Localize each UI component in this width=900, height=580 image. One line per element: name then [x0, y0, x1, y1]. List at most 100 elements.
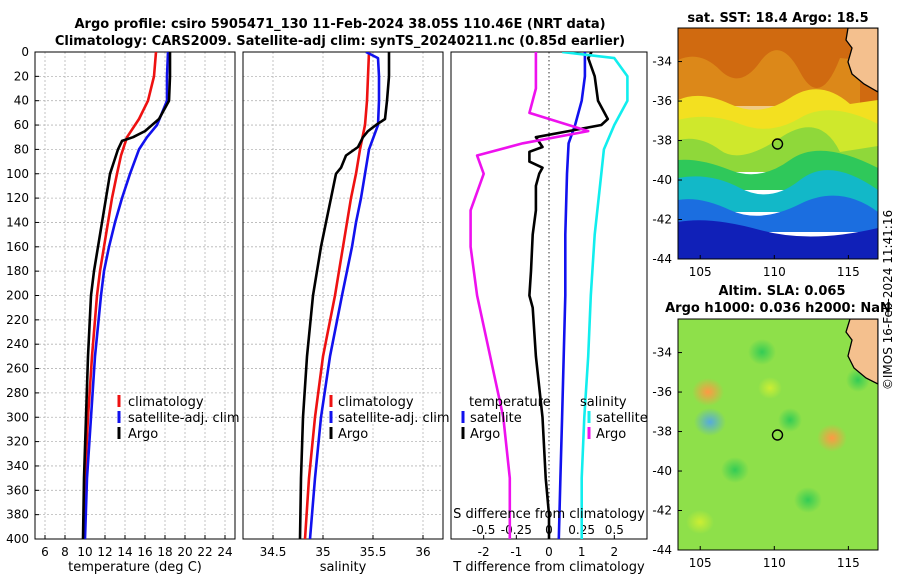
salinity-legend: climatology satellite-adj. clim Argo	[329, 395, 450, 442]
temperature-axes: 6 8 10 12 14 16 18 20 22 240204060801001201401601…	[6, 45, 236, 559]
difference-x2label: S difference from climatology	[453, 507, 645, 522]
y-tick-label: 200	[6, 289, 29, 303]
x2-tick-label: 0.5	[605, 523, 624, 537]
map-x-tick-label: 115	[837, 265, 860, 279]
y-tick-label: 220	[6, 313, 29, 327]
figure-title-line2: Climatology: CARS2009. Satellite-adj cli…	[55, 34, 625, 49]
sst-map-frame	[677, 27, 879, 260]
legend-label-climatology: climatology	[128, 395, 204, 410]
x2-tick-label: -0.5	[472, 523, 495, 537]
y-tick-label: 80	[14, 142, 29, 156]
legend-label-argo: Argo	[338, 427, 368, 442]
y-tick-label: 360	[6, 483, 29, 497]
coastline	[845, 28, 878, 93]
difference-xlabel: T difference from climatology	[452, 560, 645, 575]
sla-anomaly	[692, 378, 724, 406]
map-y-tick-label: -44	[652, 252, 672, 266]
x-tick-label: -2	[478, 545, 490, 559]
legend-label-satellite: satellite-adj. clim	[338, 411, 450, 426]
sla-anomaly	[748, 339, 776, 365]
sla-map-frame	[677, 318, 879, 551]
y-tick-label: 160	[6, 240, 29, 254]
map-y-tick-label: -36	[652, 94, 672, 108]
map-y-tick-label: -34	[652, 346, 672, 360]
sla-anomaly	[758, 377, 782, 399]
map-y-tick-label: -38	[652, 134, 672, 148]
y-tick-label: 180	[6, 264, 29, 278]
y-tick-label: 400	[6, 532, 29, 546]
x-tick-label: 35.5	[360, 545, 387, 559]
x-tick-label: 22	[197, 545, 212, 559]
sla-anomaly	[686, 510, 714, 534]
y-tick-label: 120	[6, 191, 29, 205]
map-x-tick-label: 110	[763, 265, 786, 279]
sla-anomaly	[817, 424, 847, 452]
plot-frame	[242, 51, 444, 540]
x-tick-label: 18	[157, 545, 172, 559]
y-tick-label: 140	[6, 215, 29, 229]
y-tick-label: 280	[6, 386, 29, 400]
legend-label-climatology: climatology	[338, 395, 414, 410]
x-tick-label: 6	[41, 545, 49, 559]
map-y-tick-label: -36	[652, 385, 672, 399]
salinity-xlabel: salinity	[320, 560, 367, 575]
series-line-s-argo	[469, 52, 590, 539]
legend-title-salinity: salinity	[580, 395, 627, 410]
y-tick-label: 300	[6, 410, 29, 424]
salinity-axes: 34.5 35 35.5 36	[242, 51, 444, 559]
argo-position-marker	[771, 138, 784, 150]
legend-label-satellite: satellite-adj. clim	[128, 411, 240, 426]
series-group	[469, 52, 629, 539]
x-tick-label: 8	[61, 545, 69, 559]
sst-map-title: sat. SST: 18.4 Argo: 18.5	[687, 11, 868, 26]
sst-band	[678, 220, 878, 259]
map-x-tick-label: 105	[689, 556, 712, 570]
series-line-s-satellite	[561, 52, 629, 539]
series-line-argo	[298, 52, 391, 539]
sst-map-axes: 105 110 115 -34 -36 -38 -40 -42 -44	[652, 55, 859, 279]
temperature-legend: climatology satellite-adj. clim Argo	[117, 395, 240, 442]
sla-anomaly	[794, 487, 822, 513]
series-line-argo	[81, 52, 172, 539]
map-y-tick-label: -40	[652, 173, 672, 187]
sla-anomaly	[778, 408, 802, 432]
map-x-tick-label: 110	[763, 556, 786, 570]
legend-label-t-satellite: satellite	[470, 411, 522, 426]
x-tick-label: 35	[315, 545, 330, 559]
y-tick-label: 380	[6, 508, 29, 522]
x-tick-label: 34.5	[260, 545, 287, 559]
y-tick-label: 20	[14, 69, 29, 83]
y-tick-label: 320	[6, 435, 29, 449]
legend-title-temperature: temperature	[469, 395, 551, 410]
legend-label-argo: Argo	[128, 427, 158, 442]
x2-tick-label: -0.25	[501, 523, 532, 537]
x-tick-label: 1	[578, 545, 586, 559]
imos-watermark: ©IMOS 16-Feb-2024 11:41:16	[881, 210, 895, 390]
map-y-tick-label: -44	[652, 543, 672, 557]
map-x-tick-label: 105	[689, 265, 712, 279]
difference-axes: -2 -1 0 1 2-0.5 -0.25 0 0.25 0.5	[450, 51, 648, 559]
series-line-t-argo	[528, 52, 610, 539]
x-tick-label: 12	[97, 545, 112, 559]
sla-map-title-line1: Altim. SLA: 0.065	[719, 284, 846, 299]
temperature-xlabel: temperature (deg C)	[68, 560, 202, 575]
x-tick-label: -1	[510, 545, 522, 559]
sla-anomaly	[694, 408, 726, 436]
x-tick-label: 16	[137, 545, 152, 559]
sla-map-title-line2: Argo h1000: 0.036 h2000: NaN	[665, 301, 891, 316]
legend-label-t-argo: Argo	[470, 427, 500, 442]
y-tick-label: 60	[14, 118, 29, 132]
y-tick-label: 340	[6, 459, 29, 473]
map-x-tick-label: 115	[837, 556, 860, 570]
x-tick-label: 2	[611, 545, 619, 559]
sst-map	[678, 28, 878, 259]
legend-label-s-argo: Argo	[596, 427, 626, 442]
sla-map	[678, 319, 878, 550]
map-y-tick-label: -42	[652, 504, 672, 518]
sla-map-axes: 105 110 115 -34 -36 -38 -40 -42 -44	[652, 346, 859, 570]
x-tick-label: 10	[77, 545, 92, 559]
y-tick-label: 40	[14, 94, 29, 108]
series-line-satellite-adj-clim	[308, 52, 381, 539]
legend-label-s-satellite: satellite	[596, 411, 648, 426]
